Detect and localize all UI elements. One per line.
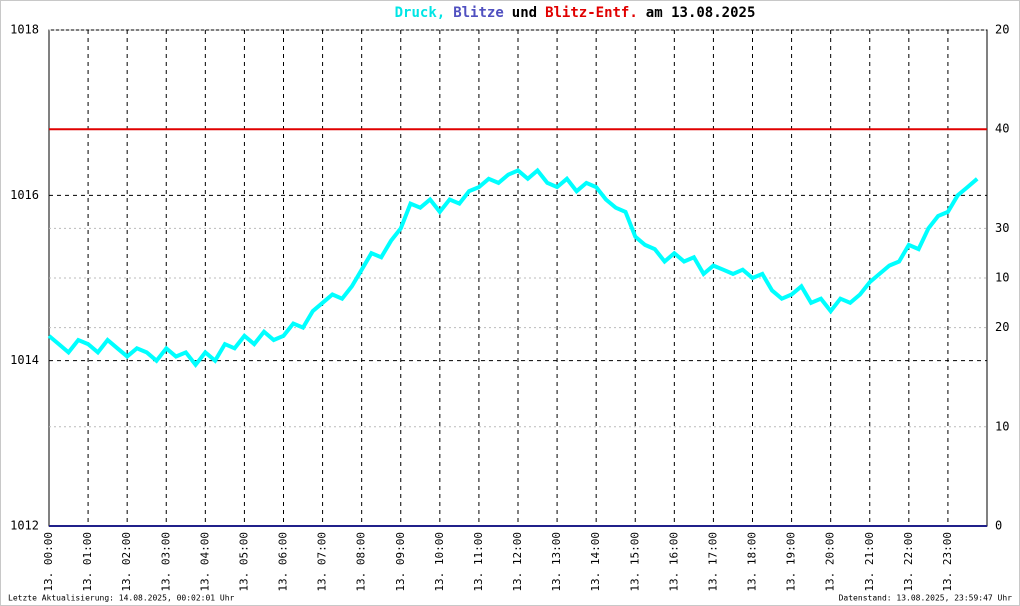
x-tick-label: 13. 17:00 <box>706 532 719 592</box>
y2-tick-label: 40 <box>995 122 1009 136</box>
x-tick-label: 13. 08:00 <box>355 532 368 592</box>
x-tick-label: 13. 11:00 <box>472 532 485 592</box>
title-part: Druck, <box>395 5 446 21</box>
title-part: Blitz-Entf. <box>545 5 638 21</box>
x-tick-label: 13. 05:00 <box>237 532 250 592</box>
x-tick-label: 13. 22:00 <box>902 532 915 592</box>
y-tick-label: 1018 <box>10 23 39 37</box>
x-tick-label: 13. 13:00 <box>550 532 563 592</box>
footer-left: Letzte Aktualisierung: 14.08.2025, 00:02… <box>8 594 235 603</box>
x-tick-label: 13. 06:00 <box>277 532 290 592</box>
x-tick-label: 13. 12:00 <box>511 532 524 592</box>
y-tick-label: 1012 <box>10 519 39 533</box>
x-tick-label: 13. 07:00 <box>316 532 329 592</box>
y-tick-label: 1014 <box>10 353 39 367</box>
x-tick-label: 13. 14:00 <box>589 532 602 592</box>
y2-tick-label: 10 <box>995 271 1009 285</box>
x-tick-label: 13. 09:00 <box>394 532 407 592</box>
x-tick-label: 13. 10:00 <box>433 532 446 592</box>
x-tick-label: 13. 01:00 <box>81 532 94 592</box>
y2-tick-label: 10 <box>995 419 1009 433</box>
x-tick-label: 13. 03:00 <box>159 532 172 592</box>
y2-tick-label: 20 <box>995 320 1009 334</box>
x-tick-label: 13. 20:00 <box>824 532 837 592</box>
y-tick-label: 1016 <box>10 188 39 202</box>
x-tick-label: 13. 21:00 <box>863 532 876 592</box>
y2-tick-label: 0 <box>995 519 1002 533</box>
x-tick-label: 13. 02:00 <box>120 532 133 592</box>
title-part: und <box>512 5 537 21</box>
x-tick-label: 13. 23:00 <box>941 532 954 592</box>
y2-tick-label: 30 <box>995 221 1009 235</box>
title-part: Blitze <box>453 5 504 21</box>
x-tick-label: 13. 15:00 <box>628 532 641 592</box>
x-tick-label: 13. 04:00 <box>198 532 211 592</box>
chart-title: Druck, Blitze und Blitz-Entf. am 13.08.2025 <box>395 5 756 21</box>
x-tick-label: 13. 16:00 <box>667 532 680 592</box>
title-part: am 13.08.2025 <box>646 5 756 21</box>
y2-tick-label: 20 <box>995 23 1009 37</box>
x-tick-label: 13. 18:00 <box>746 532 759 592</box>
footer-right: Datenstand: 13.08.2025, 23:59:47 Uhr <box>839 594 1013 603</box>
x-tick-label: 13. 19:00 <box>785 532 798 592</box>
series-line <box>47 167 979 369</box>
x-tick-label: 13. 00:00 <box>42 532 55 592</box>
